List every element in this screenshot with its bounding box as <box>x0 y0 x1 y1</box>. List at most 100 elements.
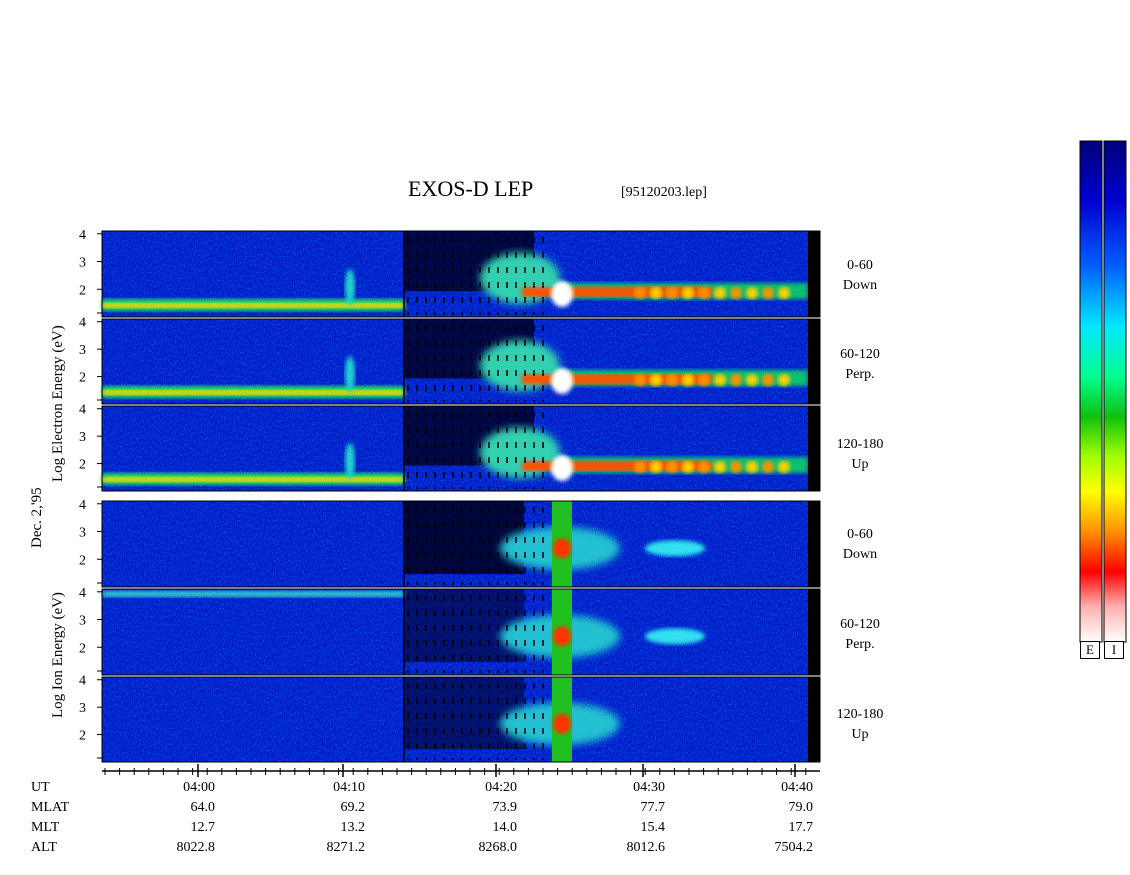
y-tick-label: 3 <box>79 430 86 445</box>
table-cell: 69.2 <box>340 800 366 815</box>
blob <box>666 374 678 386</box>
table-cell: 17.7 <box>788 820 814 835</box>
y-tick-label: 2 <box>79 371 86 386</box>
ion-ylabel: Log Ion Energy (eV) <box>50 592 66 718</box>
blob <box>730 374 742 386</box>
table-cell: 8271.2 <box>326 840 366 855</box>
channel-label: 120-180 Up <box>825 435 895 475</box>
table-cell: 15.4 <box>640 820 666 835</box>
spectrogram-panel: 4 3 2 <box>79 674 821 763</box>
spike-feature <box>345 269 355 305</box>
channel-range: 0-60 <box>847 527 873 542</box>
colorbar-ion <box>1103 140 1127 643</box>
end-bar <box>808 231 820 317</box>
table-cell: 04:20 <box>485 780 517 795</box>
channel-direction: Up <box>851 727 869 742</box>
y-tick-label: 3 <box>79 343 86 358</box>
y-tick-label: 4 <box>79 316 86 331</box>
blob <box>746 374 758 386</box>
blob <box>714 287 726 299</box>
spectrogram-panel: 4 3 2 <box>79 498 821 588</box>
colorbar-electron <box>1079 140 1103 643</box>
y-tick-label: 3 <box>79 526 86 541</box>
y-tick-label: 4 <box>79 403 86 418</box>
spectrogram-panel: 4 3 2 <box>79 316 821 405</box>
blob <box>730 287 742 299</box>
panel-frame <box>101 676 821 763</box>
panel-frame <box>101 230 821 318</box>
blob <box>698 461 710 473</box>
channel-label: 0-60 Down <box>825 525 895 565</box>
spike-feature <box>345 356 355 392</box>
y-tick-label: 4 <box>79 674 86 689</box>
blob <box>634 287 646 299</box>
low-energy-core <box>102 390 404 395</box>
blob <box>666 287 678 299</box>
colorbar-label-e: E <box>1080 641 1100 659</box>
spectrogram-panel: 4 3 2 <box>79 403 821 492</box>
blob <box>650 461 662 473</box>
y-tick-label: 2 <box>79 553 86 568</box>
y-tick-label: 3 <box>79 256 86 271</box>
spike-feature <box>345 443 355 479</box>
panel-frame <box>101 318 821 405</box>
blob <box>634 374 646 386</box>
table-cell: 04:40 <box>781 780 813 795</box>
table-cell: 64.0 <box>190 800 216 815</box>
blob <box>666 461 678 473</box>
table-cell: 14.0 <box>492 820 518 835</box>
blob <box>762 461 774 473</box>
end-bar <box>808 677 820 762</box>
y-tick-label: 4 <box>79 228 86 243</box>
table-cell: 04:00 <box>183 780 215 795</box>
table-cell: 8012.6 <box>626 840 666 855</box>
burst-core <box>553 713 571 734</box>
blob <box>746 461 758 473</box>
channel-label: 120-180 Up <box>825 705 895 745</box>
y-tick-label: 4 <box>79 498 86 513</box>
channel-direction: Down <box>842 278 878 293</box>
table-row-label: MLAT <box>31 800 70 815</box>
end-bar <box>808 589 820 675</box>
blob <box>650 374 662 386</box>
saturation-spot <box>551 281 573 307</box>
blob <box>682 461 694 473</box>
blob <box>682 374 694 386</box>
saturation-spot <box>551 368 573 394</box>
y-tick-label: 2 <box>79 283 86 298</box>
channel-label: 0-60 Down <box>825 256 895 296</box>
table-cell: 13.2 <box>340 820 366 835</box>
dark-region <box>404 589 524 663</box>
hot-band <box>522 287 712 297</box>
burst-core <box>553 626 571 647</box>
end-bar <box>808 501 820 587</box>
blob <box>762 374 774 386</box>
y-tick-label: 4 <box>79 586 86 601</box>
channel-range: 120-180 <box>836 437 884 452</box>
blob <box>698 287 710 299</box>
channel-label: 60-120 Perp. <box>825 615 895 655</box>
y-tick-label: 2 <box>79 729 86 744</box>
table-cell: 7504.2 <box>774 840 814 855</box>
ion-feature <box>645 540 705 557</box>
table-cell: 77.7 <box>640 800 666 815</box>
y-tick-label: 2 <box>79 458 86 473</box>
table-cell: 12.7 <box>190 820 216 835</box>
table-cell: 8268.0 <box>478 840 518 855</box>
spectrogram-panel: 4 3 2 <box>79 586 821 676</box>
channel-direction: Perp. <box>845 637 875 652</box>
table-cell: 8022.8 <box>176 840 216 855</box>
blob <box>746 287 758 299</box>
blob <box>682 287 694 299</box>
blob <box>650 287 662 299</box>
blob <box>714 461 726 473</box>
hot-band <box>522 374 712 384</box>
blob <box>730 461 742 473</box>
chart-title: EXOS-D LEP <box>408 176 534 201</box>
table-cell: 73.9 <box>492 800 518 815</box>
y-tick-label: 3 <box>79 614 86 629</box>
y-tick-label: 3 <box>79 701 86 716</box>
dark-region <box>404 677 524 750</box>
table-cell: 04:30 <box>633 780 665 795</box>
end-bar <box>808 319 820 404</box>
